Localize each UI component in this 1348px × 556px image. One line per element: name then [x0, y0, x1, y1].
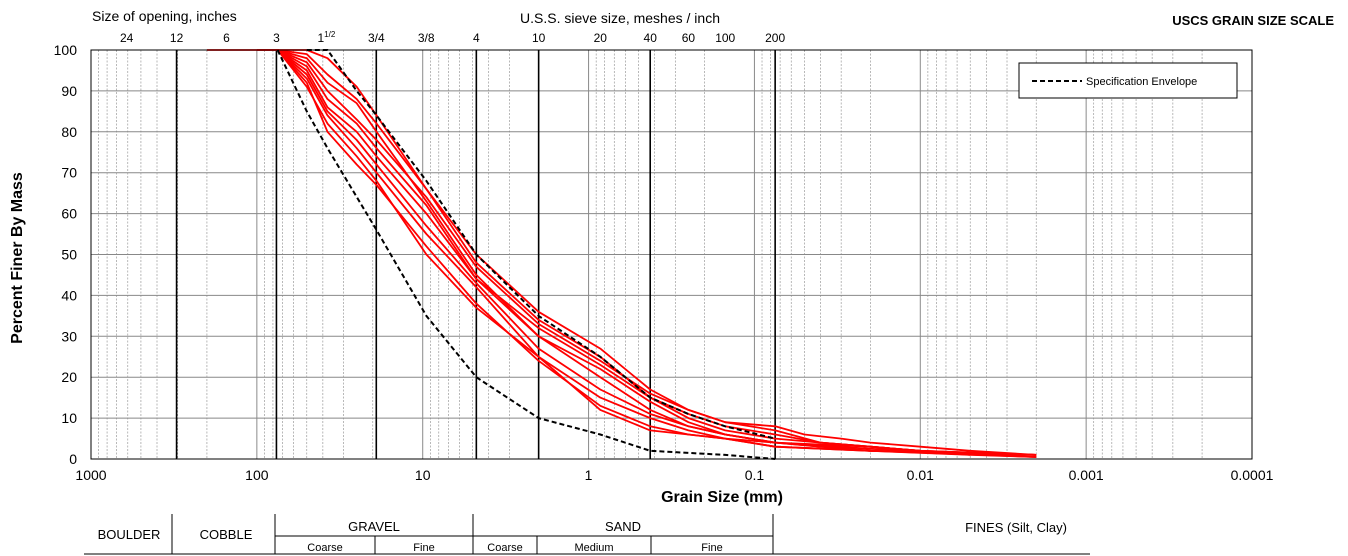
opening-tick-label: 3/4 — [368, 31, 385, 45]
sand-label: SAND — [605, 519, 641, 534]
y-tick-label: 40 — [61, 287, 77, 303]
sand-fine-label: Fine — [701, 542, 722, 554]
sample-gradation-line — [277, 49, 1037, 456]
x-tick-label: 0.0001 — [1231, 467, 1274, 483]
sample-gradation-line — [277, 49, 1037, 456]
x-tick-label: 1000 — [75, 467, 106, 483]
legend-box — [1018, 62, 1238, 99]
cobble-label: COBBLE — [200, 527, 253, 542]
boulder-label: BOULDER — [98, 527, 161, 542]
sample-gradation-line — [277, 49, 1037, 456]
y-tick-label: 100 — [54, 42, 78, 58]
sieve-axis-title: U.S.S. sieve size, meshes / inch — [520, 10, 720, 26]
sample-gradation-line — [276, 49, 1037, 456]
y-axis-label: Percent Finer By Mass — [9, 172, 26, 344]
x-tick-label: 0.1 — [745, 467, 765, 483]
x-tick-label: 0.001 — [1069, 467, 1104, 483]
sample-gradation-line — [276, 49, 1037, 456]
x-axis-label: Grain Size (mm) — [661, 489, 783, 506]
opening-tick-label: 11/2 — [317, 30, 335, 45]
sample-gradation-line — [277, 49, 971, 456]
y-tick-label: 70 — [61, 165, 77, 181]
envelope-upper-line — [306, 49, 776, 440]
sieve-tick-label: 100 — [715, 31, 735, 45]
gravel-coarse-label: Coarse — [307, 542, 342, 554]
gravel-fine-label: Fine — [413, 542, 434, 554]
x-tick-label: 1 — [585, 467, 593, 483]
sieve-tick-label: 10 — [532, 31, 546, 45]
opening-tick-label: 3/8 — [418, 31, 435, 45]
sieve-tick-label: 40 — [644, 31, 658, 45]
tick-labels: 1000 100 10 1 0.1 0.01 0.001 0.0001 0 10 20 30 40 50 6… — [54, 30, 1274, 483]
x-tick-label: 0.01 — [907, 467, 934, 483]
y-tick-label: 30 — [61, 328, 77, 344]
opening-tick-label: 12 — [170, 31, 184, 45]
opening-axis-title: Size of opening, inches — [92, 8, 237, 24]
grid — [90, 49, 1253, 460]
opening-tick-label: 6 — [223, 31, 230, 45]
legend: Specification Envelope — [1018, 62, 1238, 99]
y-tick-label: 80 — [61, 124, 77, 140]
sample-gradation-line — [277, 49, 1037, 456]
sieve-tick-label: 20 — [594, 31, 608, 45]
y-tick-label: 10 — [61, 410, 77, 426]
envelope-lower-line — [276, 49, 776, 460]
opening-tick-label: 3 — [273, 31, 280, 45]
sieve-tick-label: 200 — [765, 31, 785, 45]
x-tick-label: 100 — [245, 467, 269, 483]
classification-table: BOULDER COBBLE GRAVEL Coarse Fine SAND C… — [84, 514, 1090, 555]
sand-coarse-label: Coarse — [487, 542, 522, 554]
fines-label: FINES (Silt, Clay) — [965, 520, 1067, 535]
plot-border — [90, 49, 1253, 460]
chart-title: USCS GRAIN SIZE SCALE — [1172, 13, 1334, 28]
gravel-label: GRAVEL — [348, 519, 400, 534]
specification-envelope-group — [276, 49, 776, 460]
y-tick-label: 60 — [61, 206, 77, 222]
x-tick-label: 10 — [415, 467, 431, 483]
sample-series-group — [206, 49, 1037, 458]
sieve-tick-label: 60 — [682, 31, 696, 45]
y-tick-label: 20 — [61, 369, 77, 385]
sieve-tick-label: 4 — [473, 31, 480, 45]
opening-tick-label: 24 — [120, 31, 134, 45]
sand-medium-label: Medium — [574, 542, 613, 554]
y-tick-label: 50 — [61, 247, 77, 263]
sample-gradation-line — [277, 49, 1037, 458]
y-tick-label: 90 — [61, 83, 77, 99]
legend-envelope-label: Specification Envelope — [1086, 76, 1197, 88]
y-tick-label: 0 — [69, 451, 77, 467]
sample-gradation-line — [276, 49, 1037, 458]
